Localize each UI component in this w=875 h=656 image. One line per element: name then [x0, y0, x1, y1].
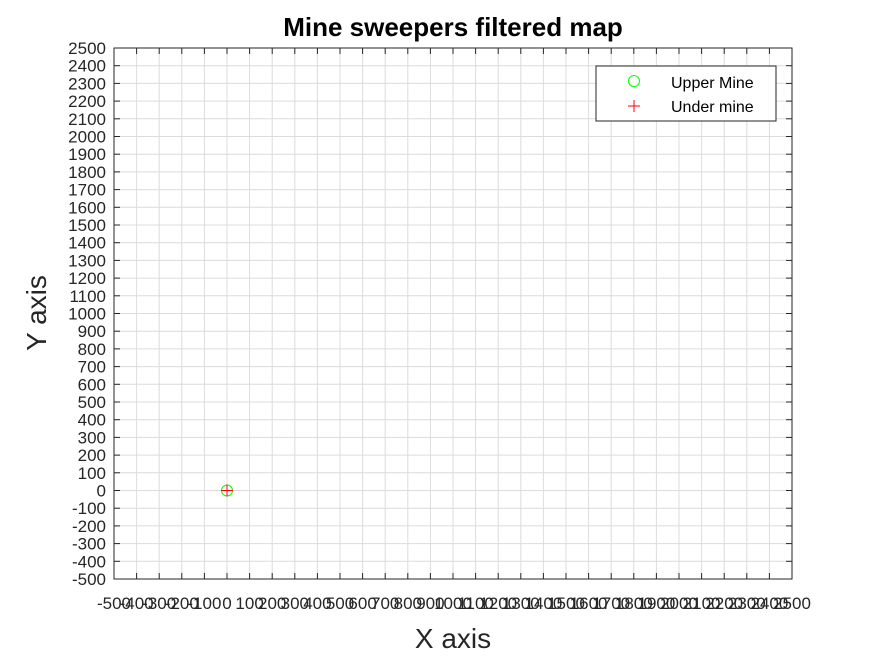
x-tick-label: 500	[326, 594, 354, 613]
x-tick-label: 700	[371, 594, 399, 613]
legend: Upper Mine Under mine	[595, 65, 777, 122]
y-tick-label: -300	[72, 535, 106, 554]
y-tick-label: 700	[78, 358, 106, 377]
legend-label-upper-mine: Upper Mine	[671, 75, 754, 92]
x-tick-label: 400	[303, 594, 331, 613]
legend-markers	[628, 75, 640, 112]
legend-marker-upper-mine	[628, 75, 640, 87]
x-tick-label: 2300	[728, 594, 766, 613]
y-tick-label: 1100	[69, 287, 106, 306]
y-tick-label: 500	[78, 393, 106, 412]
x-tick-label: 1400	[524, 594, 562, 613]
y-tick-label: 2000	[68, 128, 106, 147]
y-tick-label: -100	[72, 499, 106, 518]
x-tick-labels: -500-400-300-200-100 0 1002003004005006007…	[97, 594, 811, 613]
y-tick-label: 1500	[68, 216, 106, 235]
x-tick-label: 2100	[683, 594, 721, 613]
y-tick-label: 1700	[68, 181, 106, 200]
x-tick-label: 100	[235, 594, 263, 613]
legend-label-under-mine: Under mine	[671, 99, 754, 116]
x-tick-label: 0	[222, 594, 231, 613]
x-tick-label: -300	[142, 594, 176, 613]
y-tick-label: 400	[78, 411, 106, 430]
x-tick-label: -200	[165, 594, 199, 613]
x-tick-label: 1100	[457, 594, 494, 613]
y-tick-label: 1800	[68, 163, 106, 182]
y-axis-label: Y axis	[21, 275, 52, 351]
x-tick-label: 1600	[570, 594, 608, 613]
y-tick-label: 1000	[68, 305, 106, 324]
y-tick-label: 900	[78, 322, 106, 341]
chart-title: Mine sweepers filtered map	[283, 12, 623, 42]
x-tick-label: 1700	[592, 594, 630, 613]
x-tick-label: 1300	[502, 594, 540, 613]
x-tick-label: -400	[120, 594, 154, 613]
x-tick-label: 2200	[705, 594, 743, 613]
y-tick-label: 100	[78, 464, 106, 483]
x-tick-label: 300	[281, 594, 309, 613]
y-tick-label: 600	[78, 375, 106, 394]
x-tick-label: 200	[258, 594, 286, 613]
ticks	[113, 47, 793, 580]
x-tick-label: 800	[394, 594, 422, 613]
x-tick-label: 1900	[637, 594, 675, 613]
y-tick-label: -400	[72, 552, 106, 571]
y-tick-label: 1300	[68, 251, 106, 270]
y-tick-label: 200	[78, 446, 106, 465]
y-tick-label: 2500	[68, 39, 106, 58]
x-tick-label: 1200	[479, 594, 517, 613]
y-tick-label: 800	[78, 340, 106, 359]
x-axis-label: X axis	[415, 623, 491, 654]
x-tick-label: -100	[187, 594, 221, 613]
y-tick-label: 1400	[68, 234, 106, 253]
x-tick-label: 2000	[660, 594, 698, 613]
x-tick-label: 1000	[434, 594, 472, 613]
y-tick-label: -200	[72, 517, 106, 536]
y-tick-label: 1200	[68, 269, 106, 288]
x-tick-label: 900	[416, 594, 444, 613]
x-tick-label: -500	[97, 594, 131, 613]
y-tick-label: 300	[78, 428, 106, 447]
y-tick-label: 2100	[68, 110, 106, 129]
x-tick-label: 2400	[750, 594, 788, 613]
x-tick-label: 1500	[547, 594, 585, 613]
x-tick-label: 600	[348, 594, 376, 613]
y-tick-label: -500	[72, 570, 106, 589]
x-tick-label: 1800	[615, 594, 653, 613]
x-tick-label: 2500	[773, 594, 811, 613]
legend-box	[595, 65, 777, 122]
y-tick-label: 2400	[68, 57, 106, 76]
plot-border	[113, 47, 793, 580]
y-tick-label: 2200	[68, 92, 106, 111]
legend-marker-under-mine	[628, 100, 640, 112]
y-tick-label: 0	[97, 482, 106, 501]
data-markers	[221, 484, 233, 497]
y-tick-label: 1900	[68, 145, 106, 164]
y-tick-label: 2300	[68, 74, 106, 93]
under-mine-point	[221, 484, 233, 497]
y-tick-label: 1600	[68, 198, 106, 217]
y-tick-labels: -500-400-300-200-10001002003004005006007…	[68, 39, 106, 589]
